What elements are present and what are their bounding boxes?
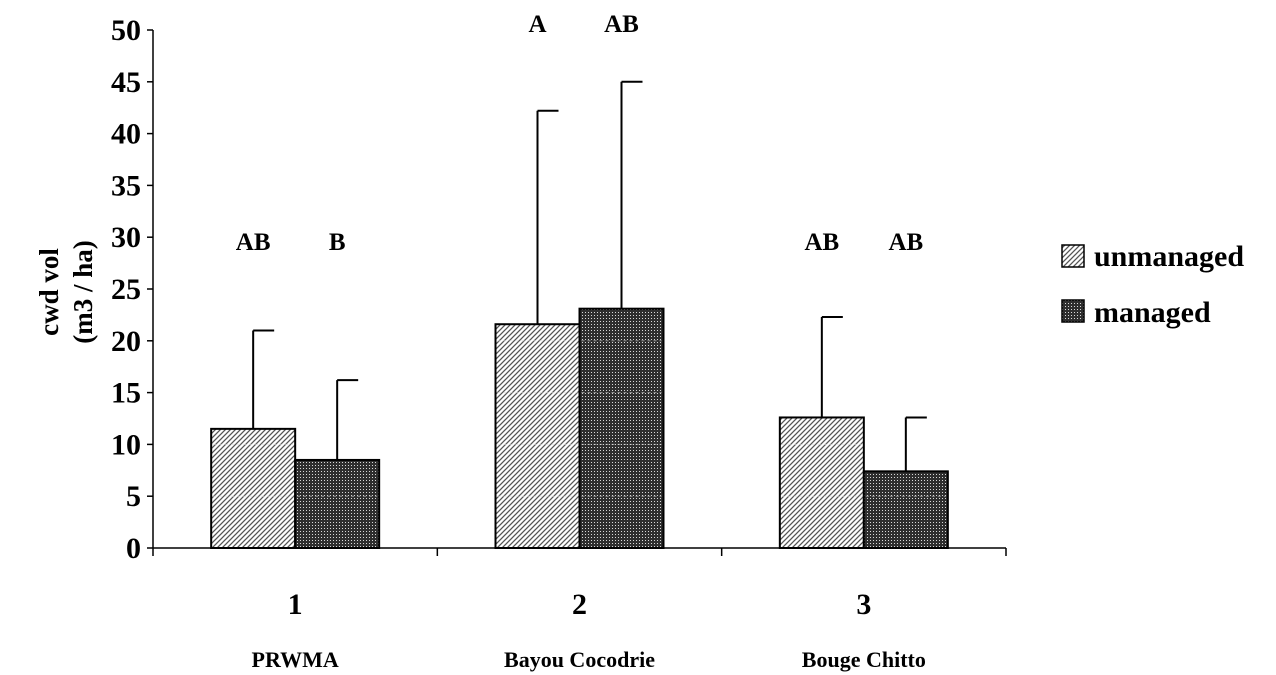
bar-managed-3: [862, 470, 949, 549]
bar-unmanaged-2: [494, 323, 581, 549]
y-tick-label-0: 0: [126, 532, 141, 565]
y-axis-label-line-1: cwd vol: [34, 248, 64, 336]
labels: AB B 1 PRWMA A AB 2 Bayou Cocodrie AB AB 3 Bouge Ch…: [111, 11, 926, 672]
legend: unmanaged managed: [1061, 240, 1244, 329]
significance-unmanaged-1: AB: [236, 229, 271, 256]
x-tick-label-2: 2: [572, 588, 587, 621]
significance-managed-1: B: [329, 229, 346, 256]
y-tick-label-5: 5: [126, 480, 141, 513]
group-label-2: Bayou Cocodrie: [504, 647, 655, 672]
significance-managed-3: AB: [888, 229, 923, 256]
y-tick-label-45: 45: [111, 66, 141, 99]
y-axis-label-line-2: (m3 / ha): [68, 240, 98, 344]
y-tick-label-15: 15: [111, 377, 141, 410]
legend-label-managed: managed: [1094, 296, 1211, 329]
bar-unmanaged-1: [210, 427, 297, 549]
legend-swatch-managed: [1061, 299, 1085, 323]
y-tick-label-35: 35: [111, 169, 141, 202]
group-label-1: PRWMA: [252, 647, 339, 672]
bar-unmanaged-3: [778, 416, 865, 549]
bar-managed-1: [294, 458, 381, 549]
x-tick-label-1: 1: [288, 588, 303, 621]
legend-swatch-unmanaged: [1061, 244, 1085, 268]
significance-unmanaged-2: A: [528, 11, 546, 38]
y-tick-label-30: 30: [111, 221, 141, 254]
bars: [210, 307, 949, 549]
y-tick-label-40: 40: [111, 118, 141, 151]
significance-managed-2: AB: [604, 11, 639, 38]
group-label-3: Bouge Chitto: [802, 647, 926, 672]
bar-managed-2: [578, 307, 665, 549]
legend-label-unmanaged: unmanaged: [1094, 240, 1244, 273]
y-tick-label-20: 20: [111, 325, 141, 358]
axes: [147, 29, 1007, 556]
significance-unmanaged-3: AB: [804, 229, 839, 256]
y-tick-label-25: 25: [111, 273, 141, 306]
y-tick-label-50: 50: [111, 14, 141, 47]
y-tick-label-10: 10: [111, 428, 141, 461]
x-tick-label-3: 3: [856, 588, 871, 621]
error-bars: [252, 80, 927, 472]
